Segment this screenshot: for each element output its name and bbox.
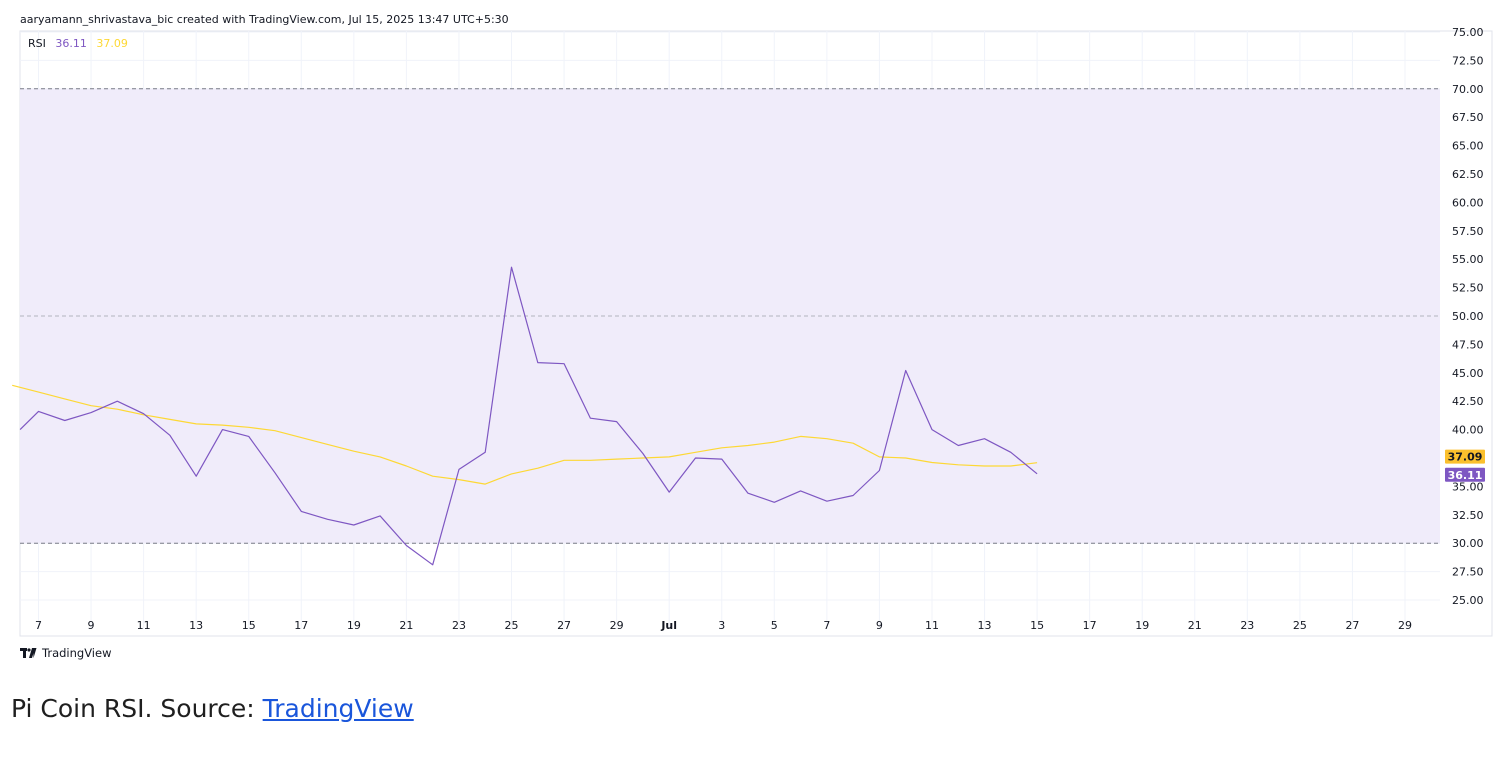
ma-last-value-label: 37.09	[1448, 451, 1483, 464]
x-tick-label: 25	[1293, 619, 1307, 632]
y-tick-label: 35.00	[1452, 480, 1484, 493]
figure-caption: Pi Coin RSI. Source: TradingView	[11, 694, 414, 723]
x-tick-label: 13	[978, 619, 992, 632]
x-tick-label: 9	[88, 619, 95, 632]
x-tick-label: 23	[452, 619, 466, 632]
x-tick-label: 19	[1135, 619, 1149, 632]
y-tick-label: 70.00	[1452, 83, 1484, 96]
y-tick-label: 50.00	[1452, 310, 1484, 323]
y-tick-label: 65.00	[1452, 140, 1484, 153]
rsi-last-value-label: 36.11	[1448, 469, 1483, 482]
y-tick-label: 72.50	[1452, 54, 1484, 67]
x-tick-label: 7	[35, 619, 42, 632]
x-tick-label: 11	[925, 619, 939, 632]
x-tick-label: 21	[1188, 619, 1202, 632]
legend-rsi-value: 36.11	[55, 37, 87, 50]
y-tick-label: 60.00	[1452, 196, 1484, 209]
y-tick-label: 30.00	[1452, 537, 1484, 550]
y-tick-label: 57.50	[1452, 225, 1484, 238]
x-tick-label: 15	[1030, 619, 1044, 632]
x-tick-label: 17	[1083, 619, 1097, 632]
y-tick-label: 47.50	[1452, 338, 1484, 351]
legend-ma-value: 37.09	[96, 37, 128, 50]
x-tick-label: Jul	[660, 619, 677, 632]
rsi-chart[interactable]: 25.0027.5030.0032.5035.0037.5040.0042.50…	[0, 0, 1510, 640]
x-tick-label: 11	[137, 619, 151, 632]
axes: 25.0027.5030.0032.5035.0037.5040.0042.50…	[35, 26, 1485, 632]
x-tick-label: 25	[505, 619, 519, 632]
x-tick-label: 17	[294, 619, 308, 632]
x-tick-label: 5	[771, 619, 778, 632]
rsi-line	[19, 266, 1038, 566]
y-tick-label: 67.50	[1452, 111, 1484, 124]
x-tick-label: 19	[347, 619, 361, 632]
x-tick-label: 7	[823, 619, 830, 632]
rsi-last-value-badge	[1445, 467, 1485, 482]
y-tick-label: 55.00	[1452, 253, 1484, 266]
x-tick-label: 27	[557, 619, 571, 632]
tradingview-brand[interactable]: TradingView	[20, 646, 111, 660]
y-tick-label: 62.50	[1452, 168, 1484, 181]
x-tick-label: 15	[242, 619, 256, 632]
y-tick-label: 52.50	[1452, 282, 1484, 295]
legend-label: RSI	[28, 37, 46, 50]
brand-name: TradingView	[42, 646, 112, 660]
x-tick-label: 21	[399, 619, 413, 632]
x-tick-label: 27	[1345, 619, 1359, 632]
tradingview-logo-icon	[20, 648, 37, 658]
series-lines	[12, 266, 1038, 566]
y-tick-label: 27.50	[1452, 566, 1484, 579]
y-tick-label: 40.00	[1452, 424, 1484, 437]
indicator-legend[interactable]: RSI 36.11 37.09	[28, 37, 128, 50]
y-tick-label: 25.00	[1452, 594, 1484, 607]
y-tick-label: 32.50	[1452, 509, 1484, 522]
y-tick-label: 42.50	[1452, 395, 1484, 408]
x-tick-label: 13	[189, 619, 203, 632]
y-tick-label: 45.00	[1452, 367, 1484, 380]
rsi-bands	[20, 88, 1440, 544]
y-tick-label: 75.00	[1452, 26, 1484, 39]
chart-attribution: aaryamann_shrivastava_bic created with T…	[20, 13, 509, 26]
rsi-ma-line	[12, 384, 1038, 485]
x-tick-label: 23	[1240, 619, 1254, 632]
caption-prefix: Pi Coin RSI. Source:	[11, 694, 263, 723]
x-tick-label: 3	[718, 619, 725, 632]
x-tick-label: 9	[876, 619, 883, 632]
x-tick-label: 29	[610, 619, 624, 632]
ma-last-value-badge	[1445, 449, 1485, 464]
x-tick-label: 29	[1398, 619, 1412, 632]
caption-source-link[interactable]: TradingView	[262, 694, 414, 723]
